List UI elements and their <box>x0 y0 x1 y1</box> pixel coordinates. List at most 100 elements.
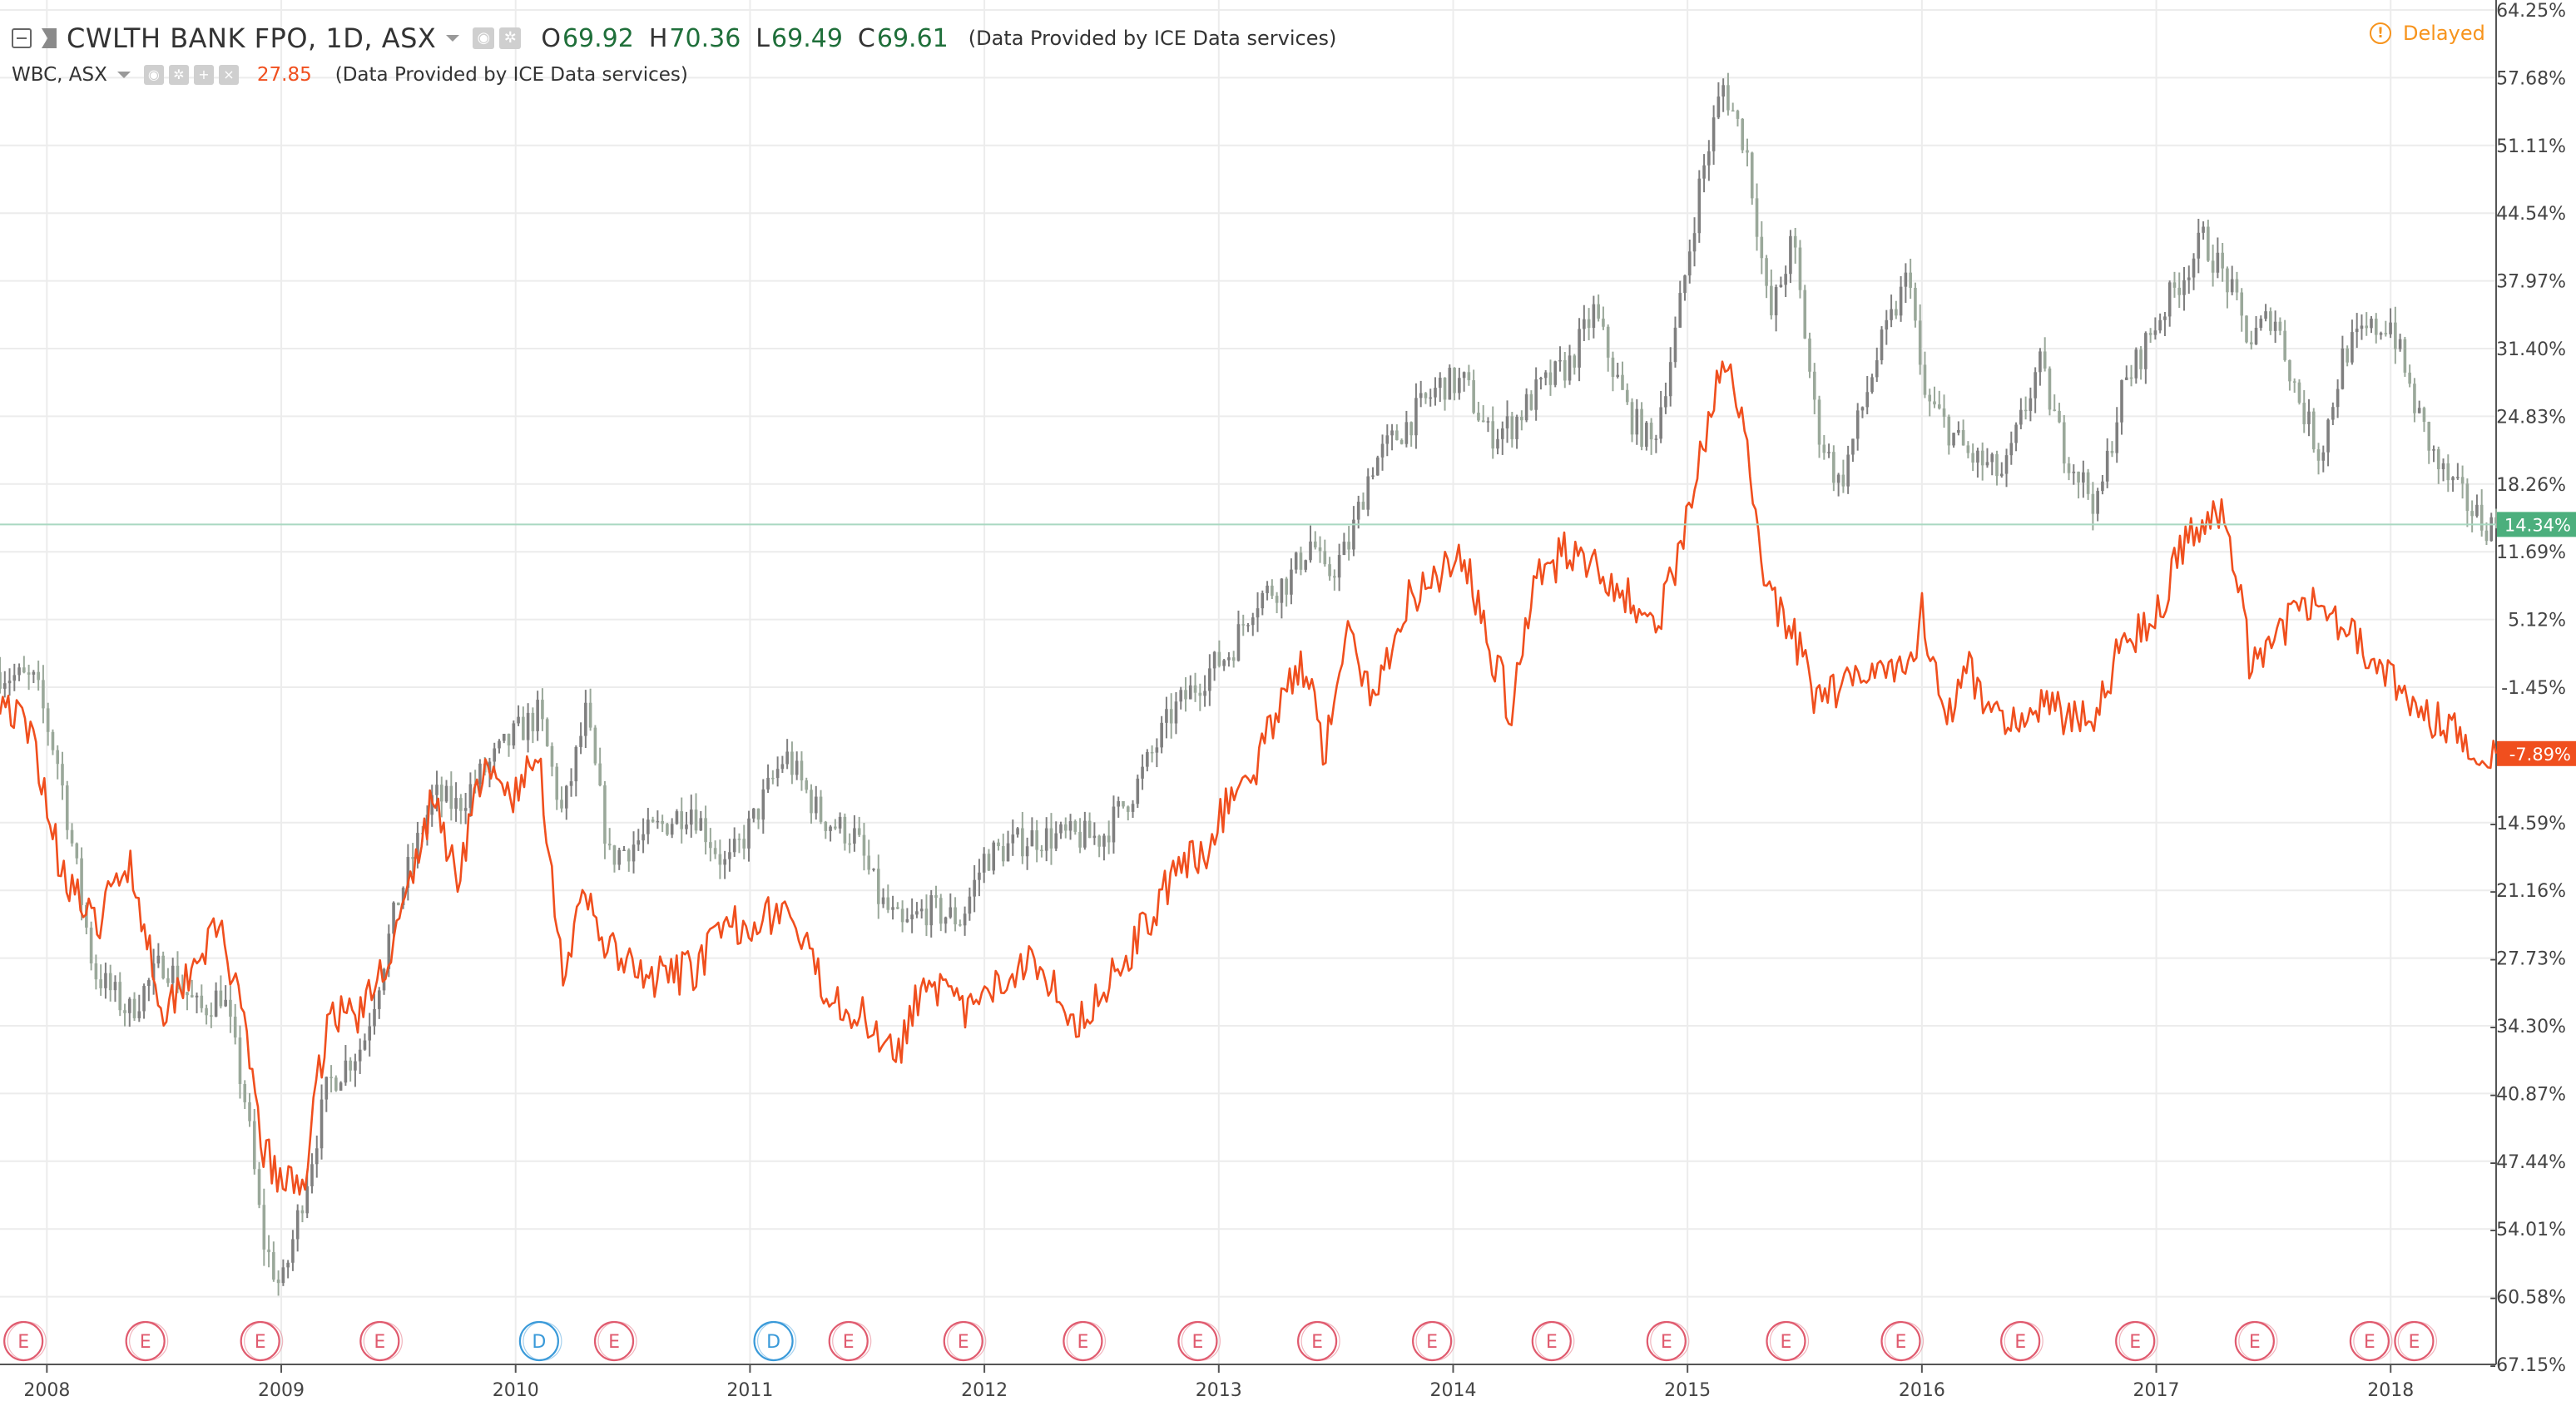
cba-candle <box>1822 444 1826 453</box>
dividend-marker[interactable] <box>753 1320 794 1362</box>
earnings-marker[interactable] <box>2000 1320 2041 1362</box>
earnings-marker[interactable] <box>1766 1320 1806 1362</box>
earnings-marker[interactable] <box>1531 1320 1572 1362</box>
cba-candle <box>1241 624 1246 626</box>
cba-candle <box>2292 381 2296 383</box>
cba-candle <box>1188 685 1192 700</box>
cba-candle <box>238 1037 242 1085</box>
cba-candle <box>459 798 463 811</box>
cba-candle <box>2086 472 2090 494</box>
cba-candle <box>320 1099 324 1149</box>
earnings-marker[interactable] <box>2394 1320 2435 1362</box>
cba-candle <box>1016 828 1019 835</box>
wbc-series-line[interactable] <box>0 360 2498 1196</box>
cba-candle <box>2346 348 2349 363</box>
cba-candle <box>1217 651 1221 666</box>
legend-main-series[interactable]: CWLTH BANK FPO, 1D, ASX ◉ ✲ O 69.92 H 70.3… <box>12 17 1336 60</box>
cba-candle <box>867 855 871 870</box>
cba-candle <box>607 844 612 846</box>
cba-candle <box>1812 371 1816 400</box>
eye-icon[interactable]: ◉ <box>473 27 495 49</box>
gear-icon[interactable]: ✲ <box>499 27 522 49</box>
cba-candle <box>1347 542 1350 550</box>
marker-label: E <box>1311 1332 1323 1353</box>
cba-candle <box>1337 555 1341 578</box>
earnings-marker[interactable] <box>1646 1320 1687 1362</box>
y-tick-label: -54.01% <box>2489 1220 2566 1240</box>
cba-candle <box>2014 424 2018 443</box>
marker-label: E <box>2364 1332 2375 1353</box>
cba-candle <box>742 839 746 849</box>
cba-candle <box>1928 394 1932 402</box>
cba-candle <box>680 811 684 829</box>
cba-candle <box>1285 578 1288 595</box>
flag-icon[interactable] <box>42 28 57 48</box>
close-icon[interactable]: × <box>218 65 239 85</box>
earnings-marker[interactable] <box>240 1320 280 1362</box>
collapse-legend-icon[interactable] <box>12 28 32 48</box>
cba-candle <box>1169 709 1173 724</box>
cba-candle <box>137 1011 141 1018</box>
cba-candle <box>2494 517 2498 524</box>
earnings-marker[interactable] <box>359 1320 400 1362</box>
cba-candle <box>1390 430 1394 436</box>
data-provider-note: (Data Provided by ICE Data services) <box>334 64 688 86</box>
cba-candle <box>2254 328 2258 344</box>
delayed-status[interactable]: ! Delayed <box>2370 22 2485 45</box>
cba-candle <box>1328 564 1331 577</box>
cba-candle <box>1001 846 1005 862</box>
cba-candle <box>751 808 755 819</box>
cba-candle <box>2101 481 2104 492</box>
cba-candle <box>1683 275 1687 294</box>
cba-candle <box>233 1017 237 1038</box>
cba-candle <box>737 839 741 840</box>
chevron-down-icon[interactable] <box>116 72 131 78</box>
earnings-marker[interactable] <box>2234 1320 2275 1362</box>
cba-candle <box>963 913 967 926</box>
earnings-marker[interactable] <box>1412 1320 1453 1362</box>
earnings-marker[interactable] <box>2349 1320 2390 1362</box>
dividend-marker[interactable] <box>518 1320 559 1362</box>
cba-candle <box>747 818 751 849</box>
earnings-marker[interactable] <box>1880 1320 1921 1362</box>
plot-area[interactable] <box>0 0 2496 1364</box>
chevron-down-icon[interactable] <box>446 35 460 42</box>
eye-icon[interactable]: ◉ <box>143 65 164 85</box>
cba-candle <box>1063 824 1068 831</box>
x-tick-label: 2010 <box>493 1380 539 1401</box>
earnings-marker[interactable] <box>3 1320 44 1362</box>
plus-icon[interactable]: + <box>193 65 214 85</box>
cba-candle <box>2172 282 2177 288</box>
cba-candle <box>1486 421 1490 423</box>
legend-compare-series[interactable]: WBC, ASX ◉ ✲ + × 27.85 (Data Provided by… <box>12 58 688 92</box>
cba-candle <box>1529 394 1533 410</box>
cba-candle <box>579 735 582 747</box>
earnings-marker[interactable] <box>593 1320 635 1362</box>
cba-candle <box>2302 403 2306 424</box>
cba-candle <box>805 780 809 790</box>
earnings-marker[interactable] <box>1177 1320 1218 1362</box>
cba-candle <box>1770 285 1773 315</box>
cba-candle <box>1246 625 1250 626</box>
cba-candle <box>1458 378 1461 394</box>
earnings-marker[interactable] <box>2115 1320 2156 1362</box>
cba-candle <box>517 716 520 724</box>
y-tick-label: 57.68% <box>2496 68 2566 89</box>
earnings-marker[interactable] <box>125 1320 166 1362</box>
cba-candle <box>2096 491 2099 514</box>
cba-candle <box>166 978 170 983</box>
cba-candle <box>2024 409 2028 412</box>
cba-candle <box>1621 374 1624 390</box>
earnings-marker[interactable] <box>943 1320 983 1362</box>
cba-candle <box>80 858 83 905</box>
cba-candle <box>2134 349 2138 379</box>
compare-symbol-title[interactable]: WBC, ASX <box>12 64 107 86</box>
earnings-marker[interactable] <box>1063 1320 1103 1362</box>
earnings-marker[interactable] <box>1296 1320 1338 1362</box>
main-symbol-title[interactable]: CWLTH BANK FPO, 1D, ASX <box>67 22 437 54</box>
high-value: 70.36 <box>669 23 741 53</box>
gear-icon[interactable]: ✲ <box>168 65 189 85</box>
cba-candle <box>449 785 453 809</box>
earnings-marker[interactable] <box>828 1320 869 1362</box>
